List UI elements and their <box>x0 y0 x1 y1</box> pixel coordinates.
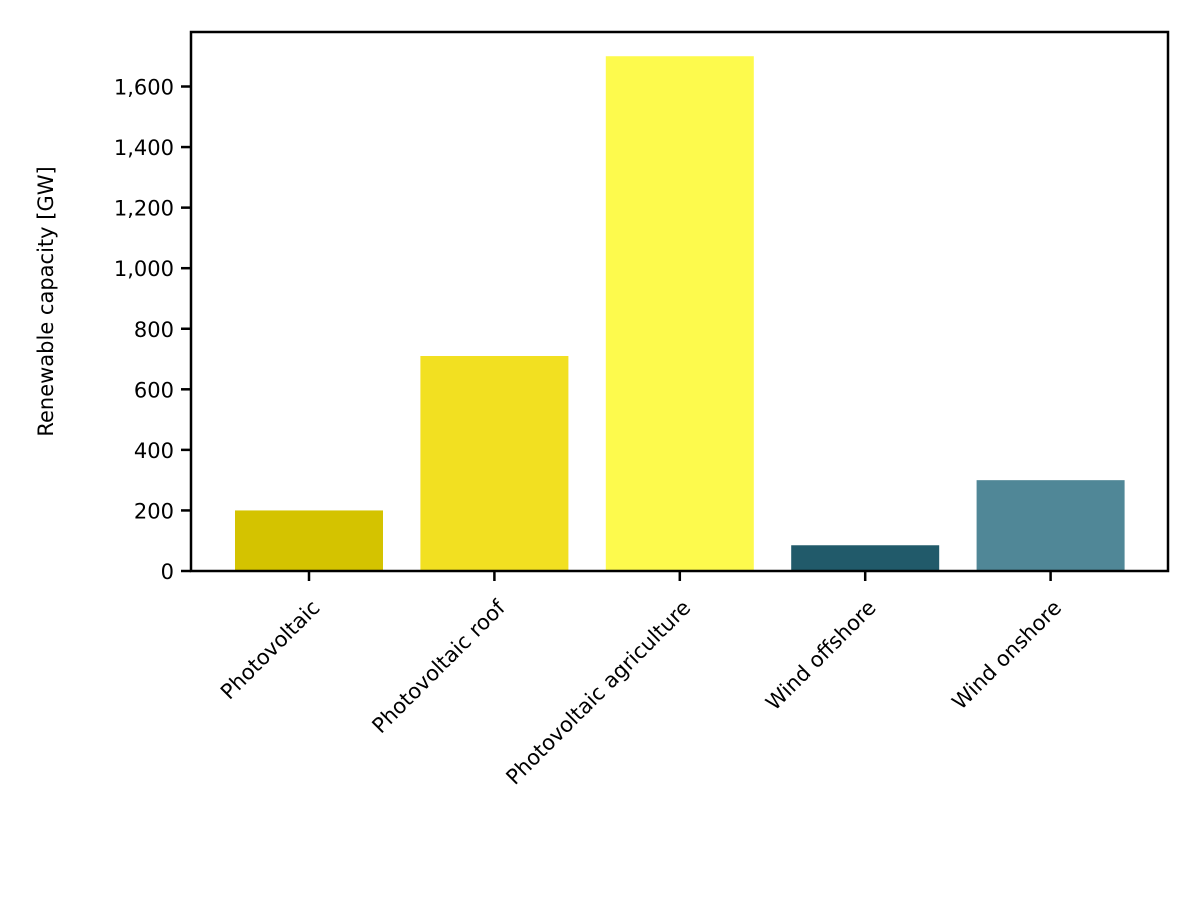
x-tick-label: Photovoltaic roof <box>367 595 510 738</box>
bar-photovoltaic-roof <box>420 356 569 571</box>
y-tick-label: 600 <box>134 378 174 402</box>
x-tick-label: Photovoltaic <box>216 596 325 705</box>
bar-wind-onshore <box>976 480 1125 571</box>
x-axis: Photovoltaic Photovoltaic roofPhotovoltai… <box>216 571 1066 789</box>
y-tick-label: 0 <box>161 560 174 584</box>
bars-layer <box>235 56 1125 571</box>
y-tick-label: 1,000 <box>114 257 174 281</box>
bar-wind-offshore <box>791 545 940 571</box>
x-tick-label: Photovoltaic agriculture <box>501 596 695 790</box>
y-tick-label: 1,200 <box>114 197 174 221</box>
plot-frame <box>189 30 1170 573</box>
bar-photovoltaic <box>235 510 383 571</box>
y-tick-label: 800 <box>134 318 174 342</box>
y-tick-label: 1,600 <box>114 76 174 100</box>
y-tick-label: 200 <box>134 499 174 523</box>
x-tick-label: Wind offshore <box>761 596 880 715</box>
y-tick-label: 400 <box>134 439 174 463</box>
y-axis: 0 200 400 600 800 1,000 1,200 1,400 1,600 <box>114 76 191 584</box>
x-tick-label: Wind onshore <box>947 596 1066 715</box>
y-axis-label: Renewable capacity [GW] <box>34 166 58 436</box>
y-tick-label: 1,400 <box>114 136 174 160</box>
bar-photovoltaic-agriculture <box>605 56 754 571</box>
